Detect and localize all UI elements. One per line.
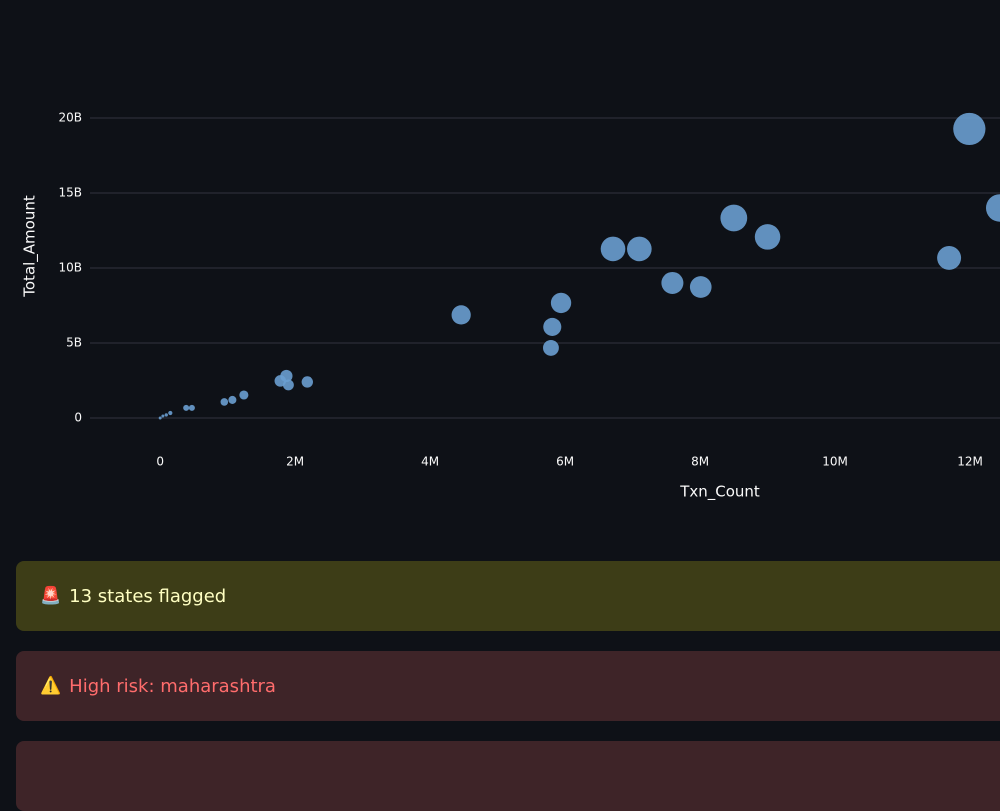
bubble <box>280 369 293 383</box>
bubble <box>161 414 165 418</box>
x-tick-label: 6M <box>556 455 574 469</box>
bubble <box>168 410 173 416</box>
bubble <box>220 398 229 406</box>
x-tick-label: 12M <box>957 455 983 469</box>
bubble <box>754 224 781 250</box>
alert-text: 13 states flagged <box>69 585 227 607</box>
bubble <box>183 404 190 411</box>
bubble <box>627 236 652 262</box>
bubble <box>543 317 562 336</box>
x-tick-label: 2M <box>286 455 304 469</box>
error-alert: ⚠️ High risk: maharashtra <box>16 651 1000 721</box>
y-tick-label: 5B <box>66 335 82 349</box>
x-tick-label: 8M <box>691 455 709 469</box>
bubble <box>985 194 1000 222</box>
bubble <box>239 390 249 400</box>
bubble <box>158 416 162 420</box>
alert-text: High risk: maharashtra <box>69 675 276 697</box>
bubble <box>953 112 986 146</box>
bubble <box>937 245 962 270</box>
error-alert <box>16 741 1000 811</box>
bubble <box>689 276 712 298</box>
bubble <box>228 395 237 404</box>
alert-icon: 🚨 <box>40 586 62 606</box>
y-axis-title: Total_Amount <box>21 195 40 298</box>
bubble <box>720 204 748 232</box>
y-tick-label: 20B <box>58 110 82 124</box>
bubble <box>451 305 471 325</box>
x-tick-label: 10M <box>822 455 848 469</box>
alert-icon: ⚠️ <box>40 676 62 696</box>
x-tick-label: 0 <box>156 455 164 469</box>
bubble <box>164 413 168 417</box>
y-tick-label: 15B <box>58 185 82 199</box>
bubble <box>188 404 195 411</box>
y-tick-label: 10B <box>58 260 82 274</box>
bubble <box>661 271 684 294</box>
warning-alert: 🚨 13 states flagged <box>16 561 1000 631</box>
x-axis-title: Txn_Count <box>679 483 760 502</box>
chart: Txn_Count Total_Amount 0 5B 10B 15B 20B 0 2M 4M… <box>21 110 1000 502</box>
page: Txn_Count Total_Amount 0 5B 10B 15B 20B 0 2M 4M… <box>16 110 1000 811</box>
bubble <box>301 376 313 388</box>
bubble <box>542 339 559 356</box>
bubble <box>600 236 626 262</box>
y-tick-label: 0 <box>74 410 82 424</box>
bubble <box>282 379 294 391</box>
bubble <box>550 292 572 314</box>
x-tick-label: 4M <box>421 455 439 469</box>
